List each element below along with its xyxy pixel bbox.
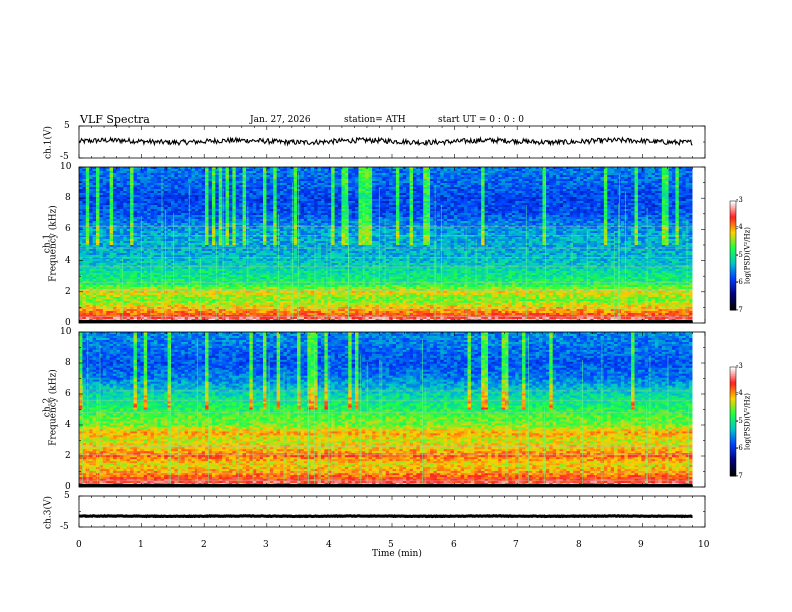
start-time-label: start UT = 0 : 0 : 0 bbox=[438, 116, 524, 125]
date-label: Jan. 27, 2026 bbox=[250, 116, 311, 125]
ch2-spec-ytick-0: 0 bbox=[65, 483, 71, 492]
ch1-spec-ytick-0: 0 bbox=[65, 319, 71, 328]
ch1-ytick-bottom: -5 bbox=[60, 153, 69, 162]
ch3-ytick-top: 5 bbox=[64, 492, 70, 501]
colorbar2 bbox=[729, 366, 738, 477]
colorbar1-tick-m3: -3 bbox=[736, 197, 743, 204]
colorbar2-tick-m7: -7 bbox=[736, 473, 743, 480]
x-tick-2: 2 bbox=[201, 541, 207, 550]
colorbar2-tick-m5: -5 bbox=[736, 418, 743, 425]
ch1-spec-ytick-2: 2 bbox=[65, 288, 71, 297]
ch1-spec-ytick-4: 4 bbox=[65, 257, 71, 266]
colorbar1-tick-m5: -5 bbox=[736, 252, 743, 259]
colorbar1-tick-m4: -4 bbox=[736, 224, 743, 231]
chart-title: VLF Spectra bbox=[80, 114, 150, 125]
ch1-spec-ytick-8: 8 bbox=[65, 194, 71, 203]
ch1-waveform-trace bbox=[78, 135, 693, 147]
x-tick-10: 10 bbox=[698, 541, 709, 550]
ch3-waveform-panel bbox=[78, 495, 706, 528]
colorbar1-tick-m7: -7 bbox=[736, 307, 743, 314]
colorbar2-tick-m6: -6 bbox=[736, 445, 743, 452]
x-tick-5: 5 bbox=[388, 541, 394, 550]
colorbar1-tick-m6: -6 bbox=[736, 279, 743, 286]
ch2-spec-ytick-10: 10 bbox=[60, 328, 71, 337]
x-tick-3: 3 bbox=[263, 541, 269, 550]
colorbar1 bbox=[729, 200, 738, 311]
x-tick-1: 1 bbox=[138, 541, 144, 550]
ch1-spec-ytick-6: 6 bbox=[65, 225, 71, 234]
ch1-waveform-panel bbox=[78, 125, 706, 159]
ch1-spec-ytick-10: 10 bbox=[60, 163, 71, 172]
x-tick-8: 8 bbox=[576, 541, 582, 550]
colorbar2-tick-m4: -4 bbox=[736, 390, 743, 397]
ch3-ytick-bottom: -5 bbox=[60, 523, 69, 532]
ch2-spec-ytick-6: 6 bbox=[65, 390, 71, 399]
x-axis-label: Time (min) bbox=[372, 550, 422, 559]
ch2-spectrogram-panel bbox=[78, 331, 706, 488]
panel-frame bbox=[78, 495, 706, 528]
x-tick-6: 6 bbox=[451, 541, 457, 550]
ch2-spec-ytick-2: 2 bbox=[65, 452, 71, 461]
x-tick-4: 4 bbox=[326, 541, 332, 550]
x-tick-7: 7 bbox=[513, 541, 519, 550]
station-label: station= ATH bbox=[344, 116, 406, 125]
ch1-spectrogram-panel bbox=[78, 166, 706, 324]
ch2-spec-ytick-8: 8 bbox=[65, 359, 71, 368]
x-tick-0: 0 bbox=[76, 541, 82, 550]
colorbar2-tick-m3: -3 bbox=[736, 363, 743, 370]
ch3-waveform-trace bbox=[78, 513, 693, 519]
x-tick-9: 9 bbox=[638, 541, 644, 550]
ch2-spec-ytick-4: 4 bbox=[65, 421, 71, 430]
ch1-ytick-top: 5 bbox=[64, 122, 70, 131]
